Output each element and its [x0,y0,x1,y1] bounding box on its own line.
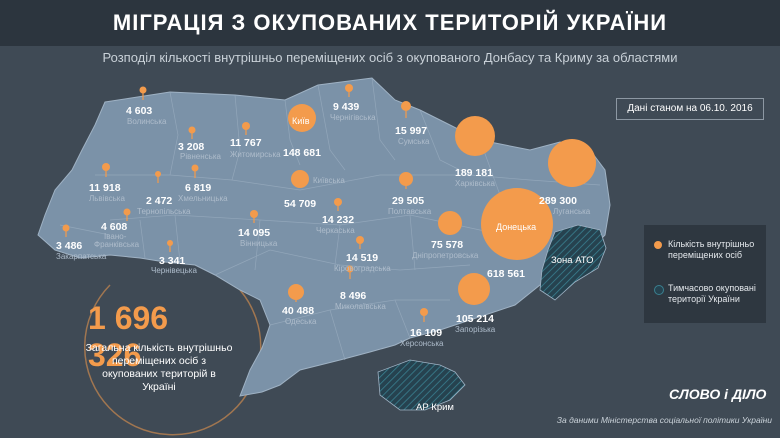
legend-dot-occupied [654,285,664,295]
value-kirovohradska: 14 519 [346,252,378,264]
marker-dnipropetrovska [438,211,462,235]
value-mykolaivska: 8 496 [340,290,366,302]
value-khersonska: 16 109 [410,327,442,339]
label-kyivska: Київська [313,176,345,185]
label-lvivska: Львівська [89,194,125,203]
value-zaporizka: 105 214 [456,313,494,325]
date-note: Дані станом на 06.10. 2016 [616,98,764,120]
value-poltavska: 29 505 [392,195,424,207]
value-ternopilska: 2 472 [146,195,172,207]
value-luhanska: 289 300 [539,195,577,207]
label-zaporizka: Запорізька [455,325,496,334]
logo: СЛОВО і ДІЛО [669,386,767,402]
pin-stems [65,88,425,322]
label-mykolaivska: Миколаївська [335,302,386,311]
legend: Кількість внутрішньо переміщених осіб Ти… [644,225,766,323]
value-lvivska: 11 918 [89,182,121,194]
label-poltavska: Полтавська [388,207,432,216]
marker-kyivska [291,170,309,188]
value-cherkaska: 14 232 [322,214,354,226]
value-odeska: 40 488 [282,305,314,317]
label-kharkivska: Харківська [455,179,496,188]
value-sumska: 15 997 [395,125,427,137]
marker-kyiv [288,104,316,132]
value-dnipropetrovska: 75 578 [431,239,463,251]
value-kyiv: 148 681 [283,147,321,159]
value-zhytomyrska: 11 767 [230,137,262,149]
value-zakarpatska: 3 486 [56,240,82,252]
label-dnipropetrovska: Дніпропетровська [412,251,479,260]
label-cherkaska: Черкаська [316,226,355,235]
marker-kharkivska [455,116,495,156]
value-chernivetska: 3 341 [159,255,185,267]
label-ivano-2: Франківська [94,240,140,249]
marker-luhanska [548,139,596,187]
label-ivano-1: Івано- [104,232,127,241]
value-kharkivska: 189 181 [455,167,493,179]
crimea-zone [377,359,466,411]
label-sumska: Сумська [398,137,430,146]
label-khersonska: Херсонська [400,339,444,348]
label-chernihivska: Чернігівська [330,113,376,122]
label-rivnenska: Рівненська [180,152,221,161]
value-rivnenska: 3 208 [178,141,204,153]
label-odeska: Одеська [285,317,317,326]
value-kyivska: 54 709 [284,198,316,210]
idp-markers [62,84,596,316]
label-zakarpatska: Закарпатська [56,252,107,261]
ato-label: Зона АТО [551,255,594,266]
label-volynska: Волинська [127,117,167,126]
total-value: 1 696 326 [88,300,169,373]
label-zhytomyrska: Житомирська [230,150,281,159]
value-donetska: 618 561 [487,268,525,280]
label-chernivetska: Чернівецька [151,266,197,275]
value-khmelnytska: 6 819 [185,182,211,194]
value-chernihivska: 9 439 [333,101,359,113]
crimea-label: АР Крим [416,402,454,413]
value-vinnytska: 14 095 [238,227,270,239]
total-caption: Загальна кількість внутрішньо переміщени… [85,342,233,393]
label-vinnytska: Вінницька [240,239,278,248]
marker-zaporizka [458,273,490,305]
page-title: МІГРАЦІЯ З ОКУПОВАНИХ ТЕРИТОРІЙ УКРАЇНИ [112,10,668,35]
legend-label-idp: Кількість внутрішньо переміщених осіб [668,239,755,260]
page-subtitle: Розподіл кількості внутрішньо переміщени… [102,50,678,65]
legend-dot-idp [654,241,662,249]
ukraine-mainland [37,77,611,397]
label-ternopilska: Тернопільська [137,207,191,216]
marker-donetska [481,188,553,260]
label-kirovohradska: Кіровоградська [334,264,391,273]
total-accent-arc [83,284,262,436]
title-bar [0,0,780,46]
legend-label-occupied: Тимчасово окуповані території України [668,283,756,304]
label-luhanska: Луганська [553,207,591,216]
ato-zone [539,224,607,301]
source-note: За даними Міністерства соціальної політи… [556,415,772,425]
value-volynska: 4 603 [126,105,152,117]
label-khmelnytska: Хмельницька [178,194,228,203]
label-donetska-inner: Донецька [496,222,536,232]
value-ivano: 4 608 [101,221,127,233]
label-kyiv-inner: Київ [292,116,310,126]
